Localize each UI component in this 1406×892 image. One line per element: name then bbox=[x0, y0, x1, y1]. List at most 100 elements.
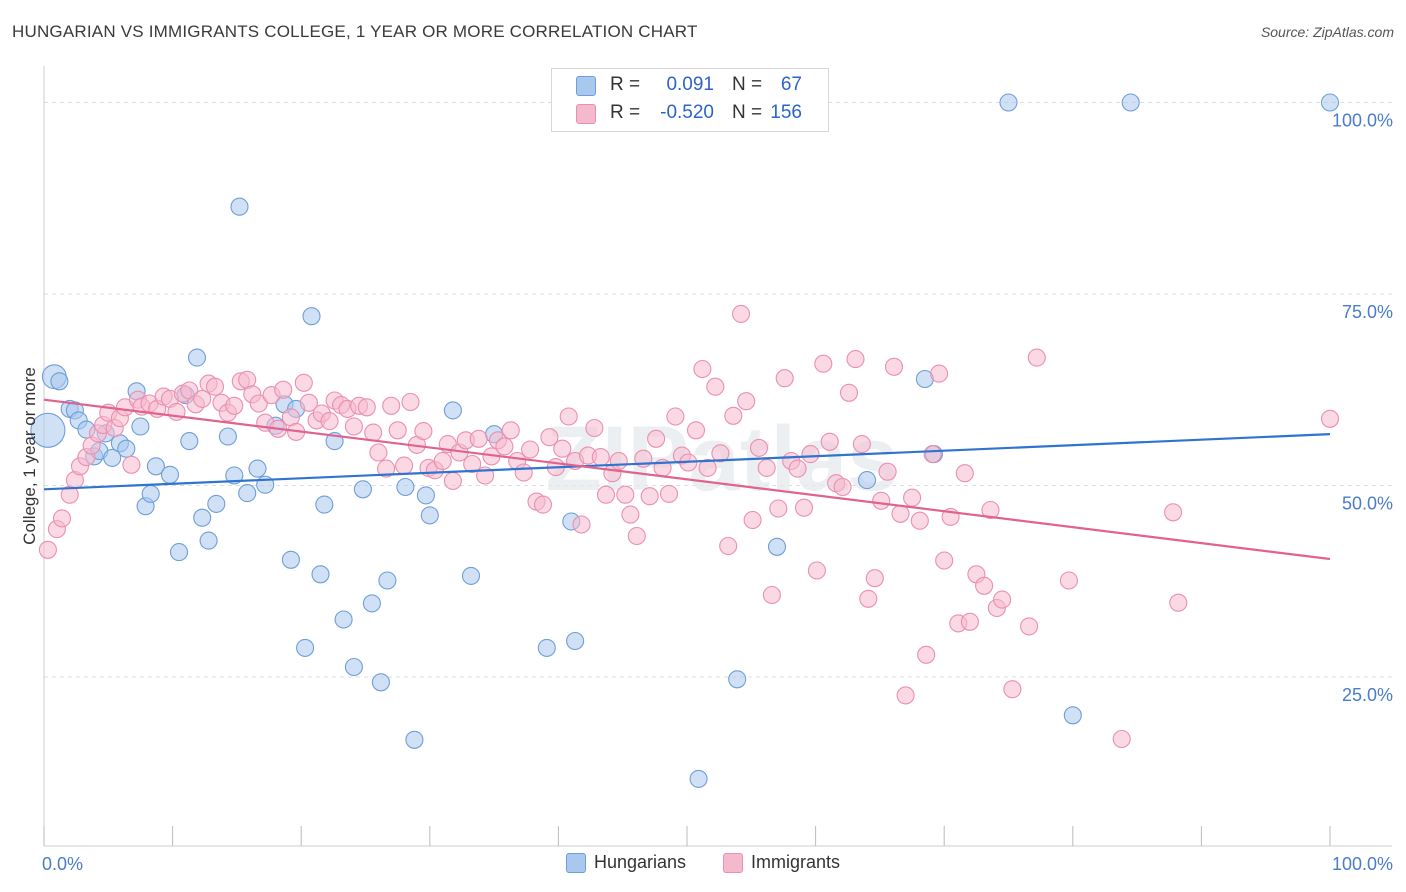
hungarian-point bbox=[416, 486, 435, 505]
n-label: N = bbox=[732, 102, 763, 123]
immigrant-point bbox=[859, 589, 878, 608]
immigrant-point bbox=[839, 383, 859, 402]
immigrant-point bbox=[757, 458, 776, 477]
immigrant-point bbox=[711, 444, 730, 463]
immigrant-point bbox=[698, 458, 717, 477]
immigrant-point bbox=[521, 440, 540, 459]
immigrant-point bbox=[533, 495, 553, 514]
immigrants-swatch bbox=[576, 104, 596, 124]
immigrant-point bbox=[1164, 503, 1183, 522]
hungarian-point bbox=[117, 439, 136, 458]
hungarian-point bbox=[371, 673, 390, 692]
hungarian-point bbox=[857, 471, 877, 490]
immigrant-point bbox=[775, 369, 794, 388]
legend: Hungarians Immigrants bbox=[0, 852, 1406, 878]
r-value: -0.520 bbox=[660, 102, 714, 123]
immigrant-point bbox=[930, 364, 949, 383]
hungarian-point bbox=[218, 427, 237, 446]
immigrants-points bbox=[38, 304, 1340, 749]
immigrant-point bbox=[514, 463, 533, 482]
immigrant-point bbox=[706, 377, 725, 396]
immigrant-point bbox=[369, 443, 388, 462]
immigrant-point bbox=[846, 350, 865, 369]
r-label: R = bbox=[610, 102, 641, 123]
immigrant-point bbox=[923, 445, 942, 464]
hungarian-point bbox=[238, 484, 257, 503]
immigrant-point bbox=[553, 439, 572, 458]
stats-row-immigrants: R = -0.520 N = 156 bbox=[552, 100, 828, 128]
immigrant-point bbox=[627, 526, 646, 546]
immigrant-point bbox=[433, 451, 452, 471]
hungarian-point bbox=[146, 457, 165, 476]
immigrant-point bbox=[820, 432, 839, 451]
immigrant-point bbox=[731, 304, 751, 323]
immigrant-point bbox=[737, 392, 756, 411]
hungarian-point bbox=[566, 631, 585, 651]
hungarian-point bbox=[689, 769, 708, 788]
immigrant-point bbox=[1003, 680, 1022, 699]
immigrant-point bbox=[463, 454, 482, 474]
hungarian-point bbox=[103, 448, 122, 467]
hungarian-point bbox=[311, 565, 330, 584]
x-tick-label: 0.0% bbox=[42, 854, 83, 874]
immigrant-point bbox=[891, 504, 910, 523]
immigrant-point bbox=[762, 585, 781, 605]
immigrant-point bbox=[585, 418, 604, 438]
immigrant-point bbox=[960, 612, 979, 631]
immigrant-point bbox=[469, 429, 488, 448]
y-tick-label: 50.0% bbox=[1342, 493, 1393, 513]
hungarian-point bbox=[396, 477, 415, 497]
x-tick-label: 100.0% bbox=[1332, 854, 1393, 874]
n-label: N = bbox=[732, 74, 763, 95]
hungarian-point bbox=[420, 506, 439, 525]
immigrant-point bbox=[225, 396, 244, 415]
immigrant-point bbox=[621, 505, 640, 524]
hungarian-point bbox=[1320, 93, 1340, 112]
n-value: 156 bbox=[770, 102, 802, 123]
hungarian-point bbox=[405, 730, 424, 749]
hungarian-point bbox=[141, 484, 160, 503]
immigrant-point bbox=[647, 429, 666, 448]
y-tick-label: 75.0% bbox=[1342, 302, 1393, 322]
immigrant-point bbox=[903, 488, 922, 507]
immigrant-point bbox=[884, 357, 904, 376]
immigrant-point bbox=[294, 373, 313, 392]
hungarian-point bbox=[296, 638, 315, 657]
immigrant-point bbox=[981, 500, 1000, 520]
immigrant-point bbox=[807, 561, 826, 580]
immigrant-point bbox=[616, 485, 635, 504]
immigrant-point bbox=[38, 540, 57, 559]
immigrant-point bbox=[769, 499, 788, 518]
hungarian-point bbox=[728, 670, 747, 689]
immigrants-swatch bbox=[723, 852, 744, 873]
hungarian-point bbox=[362, 594, 381, 613]
hungarian-point bbox=[302, 307, 321, 326]
y-axis-label: College, 1 year or more bbox=[20, 367, 39, 545]
hungarians-swatch bbox=[565, 852, 586, 873]
immigrant-point bbox=[1320, 409, 1340, 428]
hungarian-point bbox=[199, 531, 218, 550]
immigrant-point bbox=[724, 406, 743, 425]
immigrant-point bbox=[299, 393, 318, 412]
hungarian-point bbox=[207, 494, 226, 513]
immigrant-point bbox=[917, 645, 936, 664]
immigrant-point bbox=[1020, 617, 1039, 636]
immigrant-point bbox=[955, 464, 974, 483]
immigrant-point bbox=[659, 484, 679, 503]
immigrant-point bbox=[910, 511, 929, 530]
immigrant-point bbox=[364, 423, 383, 442]
hungarian-point bbox=[187, 348, 207, 367]
legend-item-hungarians[interactable]: Hungarians bbox=[565, 852, 686, 873]
immigrants-trendline bbox=[43, 398, 1331, 561]
hungarian-point bbox=[248, 459, 267, 478]
immigrant-point bbox=[788, 459, 807, 478]
r-label: R = bbox=[610, 74, 641, 95]
hungarian-point bbox=[334, 610, 353, 629]
hungarians-swatch bbox=[576, 76, 596, 96]
hungarian-point bbox=[1121, 93, 1140, 112]
legend-item-immigrants[interactable]: Immigrants bbox=[723, 852, 840, 873]
immigrant-point bbox=[501, 421, 520, 440]
hungarian-point bbox=[315, 495, 334, 514]
hungarian-point bbox=[230, 197, 249, 216]
